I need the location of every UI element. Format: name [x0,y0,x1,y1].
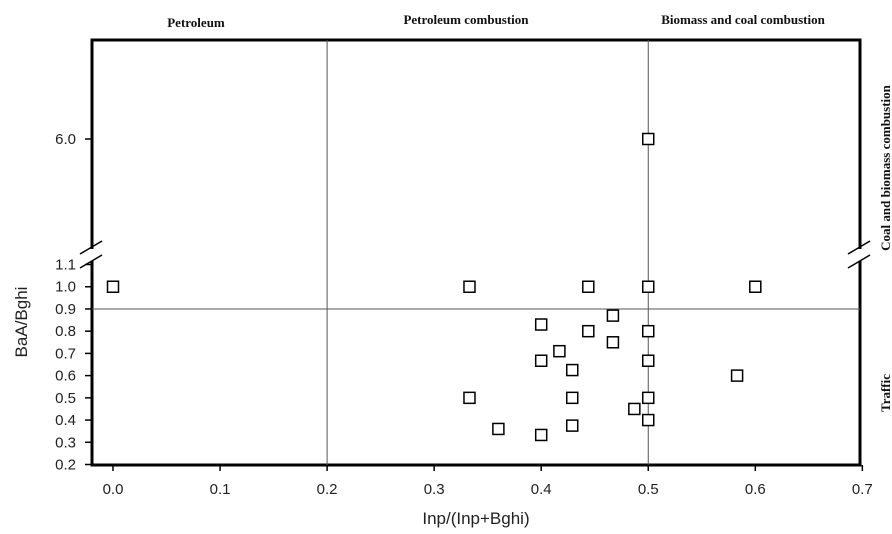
data-point-10 [553,344,566,358]
plot-frame [90,38,862,467]
axis-break-gap-left [80,249,104,261]
y-tick-label: 0.5 [55,390,76,407]
y-tick-label: 6.0 [55,131,76,148]
data-point-1 [463,280,476,293]
axis-break-slash-left [79,240,103,255]
data-point-19 [628,402,641,416]
data-point-18 [642,391,655,405]
x-tick-label: 0.4 [531,481,552,498]
data-point-0 [106,280,120,293]
x-axis-title: Inp/(Inp+Bghi) [422,509,529,528]
threshold-lines [92,40,860,465]
data-point-15 [730,369,744,382]
axis-break-slash-left [79,254,103,269]
region-label-petroleum: Petroleum [167,15,225,30]
x-tick-label: 0.2 [317,481,338,498]
y-tick-label: 0.3 [55,434,76,451]
y-tick-label: 1.1 [55,257,76,274]
x-tick-label: 0.3 [424,481,445,498]
y-tick-label: 1.0 [55,279,76,296]
data-point-23 [534,428,548,442]
axis-break-slash-right [847,254,871,269]
axis-break-slash-right [847,240,871,255]
x-tick-label: 0.6 [745,481,766,498]
y-tick-label: 0.6 [55,368,76,385]
data-point-5 [642,132,655,146]
y-axis-title: BaA/Bghi [12,287,31,358]
data-point-17 [565,391,579,405]
region-label-petroleum-combustion: Petroleum combustion [403,12,529,27]
data-point-6 [534,318,548,331]
x-tick-label: 0.5 [638,481,659,498]
x-tick-label: 0.7 [852,481,873,498]
data-point-14 [565,363,579,377]
y-tick-label: 0.9 [55,301,76,318]
data-points [106,132,762,442]
y-tick-label: 0.4 [55,412,76,429]
region-label-biomass-coal-combustion: Biomass and coal combustion [661,12,825,27]
data-point-9 [642,324,655,338]
data-point-3 [642,280,655,293]
data-point-7 [606,309,620,322]
data-point-4 [749,280,762,293]
data-point-12 [534,354,548,367]
data-point-2 [582,280,595,293]
y-tick-label: 0.7 [55,345,76,362]
data-point-21 [492,422,505,436]
x-tick-label: 0.0 [103,481,124,498]
region-label-traffic: Traffic [878,374,892,412]
data-point-8 [582,324,595,338]
axis-break-marks [79,240,872,269]
data-point-22 [565,419,579,432]
axis-break-gap-right [848,249,872,261]
data-point-20 [642,413,655,427]
data-point-13 [642,354,655,367]
data-point-16 [463,391,476,405]
data-point-11 [606,336,620,349]
x-tick-label: 0.1 [210,481,231,498]
y-tick-label: 0.8 [55,323,76,340]
axis-ticks: 0.0 0.1 0.2 0.3 0.4 0.5 0.6 0.7 0.2 0.3 0.4 0.5 0.6 0… [55,131,873,498]
region-label-coal-biomass-combustion: Coal and biomass combustion [878,84,892,251]
y-tick-label: 0.2 [55,457,76,474]
